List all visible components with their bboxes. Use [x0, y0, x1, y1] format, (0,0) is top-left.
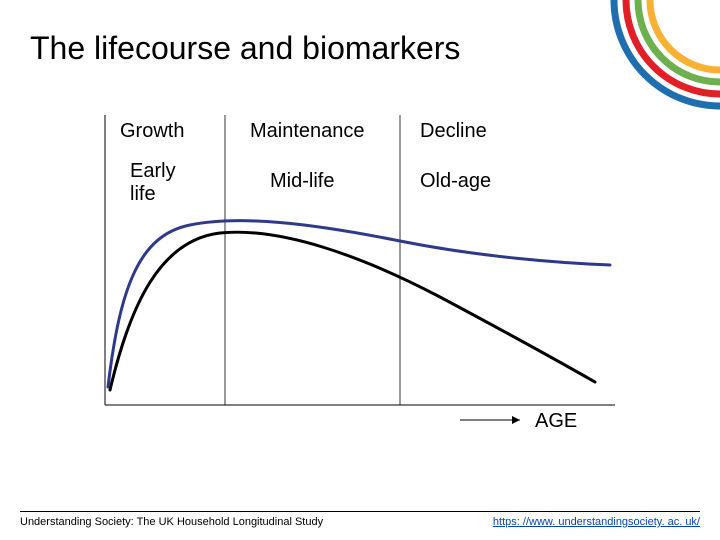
- stage-label-early-life: Earlylife: [130, 160, 176, 206]
- stage-label-old-age: Old-age: [420, 170, 491, 193]
- lower-curve: [110, 232, 595, 390]
- lifecourse-chart: [100, 115, 620, 425]
- phase-label-growth: Growth: [120, 120, 184, 143]
- stage-label-mid-life: Mid-life: [270, 170, 334, 193]
- footer-link[interactable]: https: //www. understandingsociety. ac. …: [493, 516, 700, 528]
- footer-source: Understanding Society: The UK Household …: [20, 516, 323, 528]
- axis-arrow: [460, 410, 530, 430]
- footer: Understanding Society: The UK Household …: [20, 511, 700, 528]
- chart-area: Growth Maintenance Decline Earlylife Mid…: [100, 115, 620, 425]
- phase-label-maintenance: Maintenance: [250, 120, 365, 143]
- slide: The lifecourse and biomarkers Growth Mai…: [0, 0, 720, 540]
- slide-title: The lifecourse and biomarkers: [30, 30, 460, 67]
- phase-label-decline: Decline: [420, 120, 487, 143]
- axis-label-age: AGE: [535, 410, 577, 433]
